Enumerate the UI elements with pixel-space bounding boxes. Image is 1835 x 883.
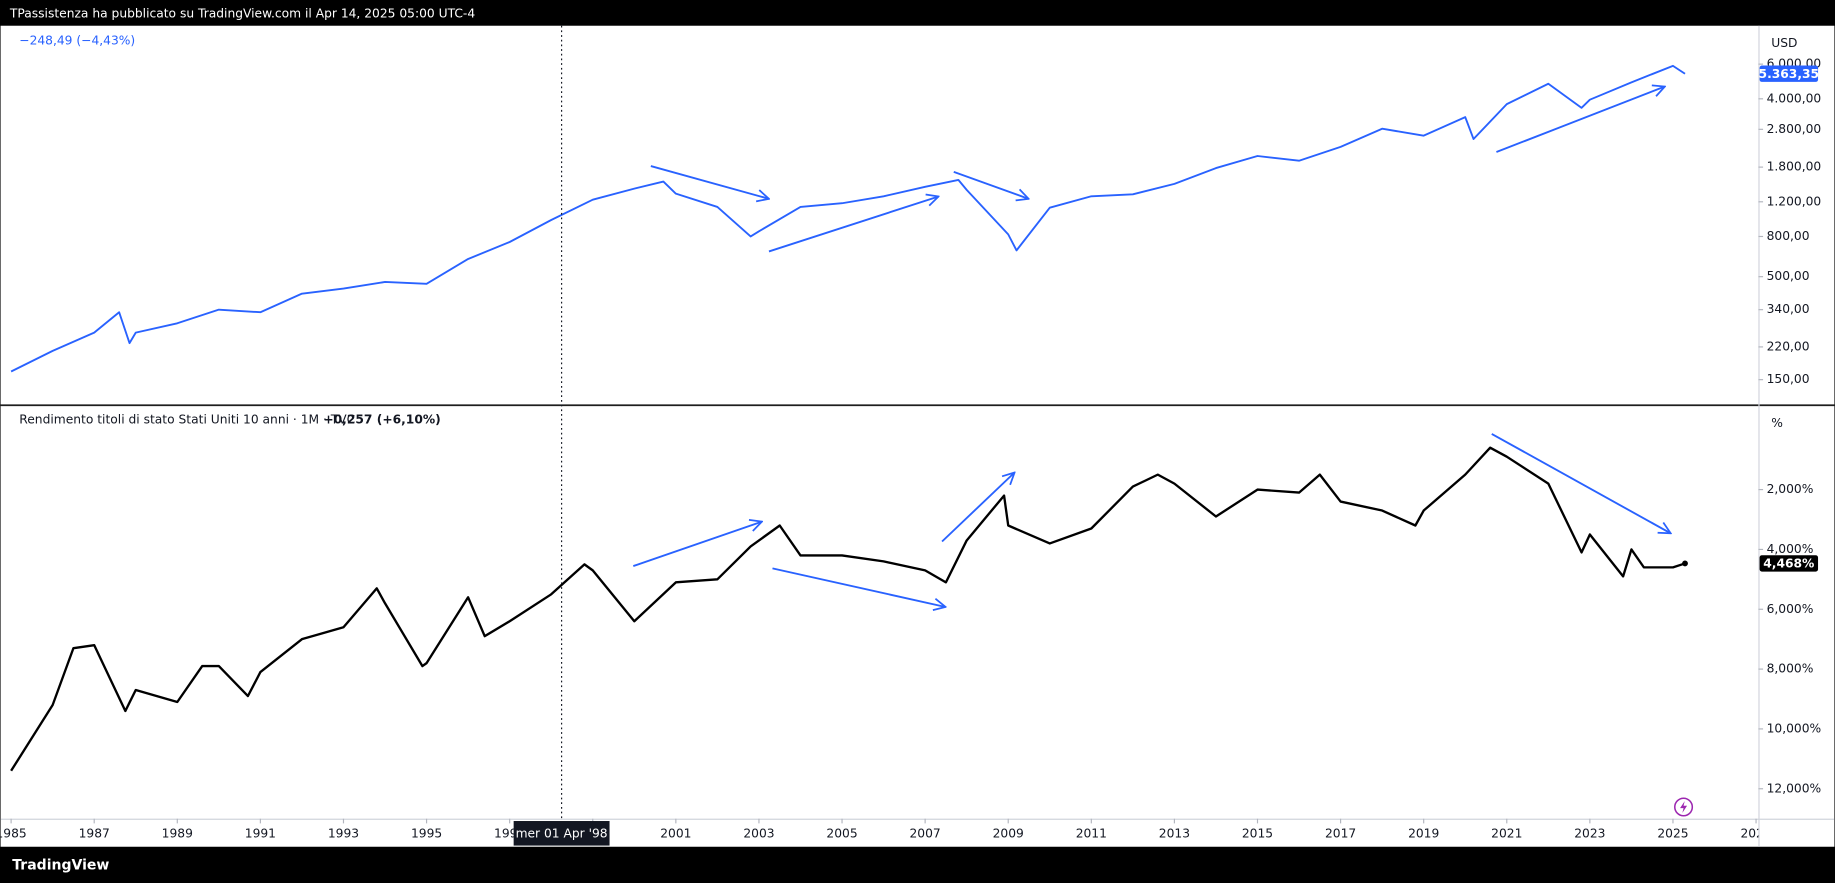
x-tick-label: 2013 bbox=[1159, 826, 1190, 840]
price-change: −248,49 (−4,43%) bbox=[19, 33, 135, 47]
y-tick-label: 800,00 bbox=[1767, 229, 1810, 243]
x-tick-label: 2003 bbox=[743, 826, 774, 840]
x-tick-group: 2011 bbox=[1076, 818, 1107, 840]
price-label: 4,468% bbox=[1763, 557, 1814, 571]
x-tick-group: 1987 bbox=[79, 818, 110, 840]
x-tick-group: 2017 bbox=[1325, 818, 1356, 840]
lightning-glyph bbox=[1680, 801, 1688, 813]
x-tick-group: 1985 bbox=[0, 818, 27, 840]
y-tick-label: 220,00 bbox=[1767, 339, 1810, 353]
yield-change: +0,257 (+6,10%) bbox=[323, 412, 440, 426]
x-tick-group: 2003 bbox=[743, 818, 775, 840]
x-tick-label: 2023 bbox=[1574, 826, 1605, 840]
arrow bbox=[1491, 433, 1671, 533]
x-tick-label: 2011 bbox=[1076, 826, 1107, 840]
x-tick-label: 1985 bbox=[0, 826, 27, 840]
header-text: TPassistenza ha pubblicato su TradingVie… bbox=[9, 7, 475, 21]
x-tick-group: 2023 bbox=[1574, 818, 1605, 840]
arrow bbox=[1496, 87, 1664, 153]
crosshair-label: mer 01 Apr '98 bbox=[516, 826, 608, 840]
arrow bbox=[650, 165, 769, 199]
arrow bbox=[772, 567, 945, 607]
price-label-box bbox=[1759, 65, 1819, 82]
x-tick-group: 1993 bbox=[328, 818, 359, 840]
currency: USD bbox=[1771, 36, 1797, 50]
arrow bbox=[941, 472, 1015, 543]
x-tick-group: 2009 bbox=[993, 818, 1024, 840]
x-tick-label: 1995 bbox=[411, 826, 442, 840]
x-tick-label: 2017 bbox=[1325, 826, 1356, 840]
x-tick-group: 2025 bbox=[1657, 818, 1689, 840]
y-tick-label: 6,000% bbox=[1767, 602, 1814, 616]
x-tick-label: 2025 bbox=[1657, 826, 1688, 840]
chart-area bbox=[0, 25, 1835, 847]
x-tick-label: 2015 bbox=[1242, 826, 1273, 840]
x-tick-group: 2013 bbox=[1159, 818, 1190, 840]
unit: % bbox=[1771, 416, 1783, 430]
x-tick-label: 1987 bbox=[79, 826, 110, 840]
crosshair-label-box bbox=[513, 821, 610, 846]
x-tick-group: 1989 bbox=[162, 818, 193, 840]
x-tick-group: 2005 bbox=[826, 818, 858, 840]
y-tick-label: 4,000% bbox=[1767, 542, 1814, 556]
y-tick-label: 10,000% bbox=[1767, 721, 1822, 735]
y-tick-label: 1.800,00 bbox=[1767, 160, 1822, 174]
y-tick-label: 500,00 bbox=[1767, 269, 1810, 283]
x-tick-label: 1989 bbox=[162, 826, 193, 840]
arrow bbox=[768, 196, 939, 253]
x-tick-group: 2015 bbox=[1242, 818, 1273, 840]
x-tick-group: 2007 bbox=[910, 818, 941, 840]
y-tick-label: 1.200,00 bbox=[1767, 194, 1822, 208]
x-tick-label: 2021 bbox=[1491, 826, 1522, 840]
footer-brand: TradingView bbox=[12, 857, 109, 873]
y-tick-label: 150,00 bbox=[1767, 372, 1810, 386]
arrow bbox=[953, 171, 1029, 199]
series-title: Rendimento titoli di stato Stati Uniti 1… bbox=[19, 412, 355, 426]
price-label-box bbox=[1759, 555, 1819, 572]
y-tick-label: 12,000% bbox=[1767, 781, 1822, 795]
x-tick-group: 1995 bbox=[411, 818, 442, 840]
arrow bbox=[632, 522, 762, 567]
x-tick-group: 1991 bbox=[245, 818, 276, 840]
x-tick-group: 2021 bbox=[1491, 818, 1522, 840]
x-tick-label: 2005 bbox=[826, 826, 857, 840]
x-tick-group: 2027 bbox=[1740, 818, 1771, 840]
y-tick-label: 8,000% bbox=[1767, 662, 1814, 676]
x-tick-group: 2019 bbox=[1408, 818, 1439, 840]
x-tick-label: 1991 bbox=[245, 826, 276, 840]
series-line bbox=[10, 64, 1686, 373]
x-tick-label: 2009 bbox=[993, 826, 1024, 840]
price-label: 5.363,35 bbox=[1759, 67, 1820, 81]
x-tick-label: 2019 bbox=[1408, 826, 1439, 840]
y-tick-label: 2,000% bbox=[1767, 482, 1814, 496]
x-tick-label: 2027 bbox=[1740, 826, 1771, 840]
lightning-icon[interactable] bbox=[1674, 797, 1694, 817]
x-tick-label: 2007 bbox=[910, 826, 941, 840]
y-tick-label: 4.000,00 bbox=[1767, 91, 1822, 105]
plot-layer: 6.000,004.000,002.800,001.800,001.200,00… bbox=[0, 25, 1822, 846]
y-tick-label: 2.800,00 bbox=[1767, 122, 1822, 136]
x-tick-label: 2001 bbox=[660, 826, 691, 840]
annotations bbox=[632, 87, 1671, 607]
series-line bbox=[10, 446, 1686, 772]
last-point bbox=[1682, 560, 1688, 567]
y-tick-label: 340,00 bbox=[1767, 302, 1810, 316]
x-tick-group: 2001 bbox=[660, 818, 691, 840]
x-tick-label: 1993 bbox=[328, 826, 359, 840]
